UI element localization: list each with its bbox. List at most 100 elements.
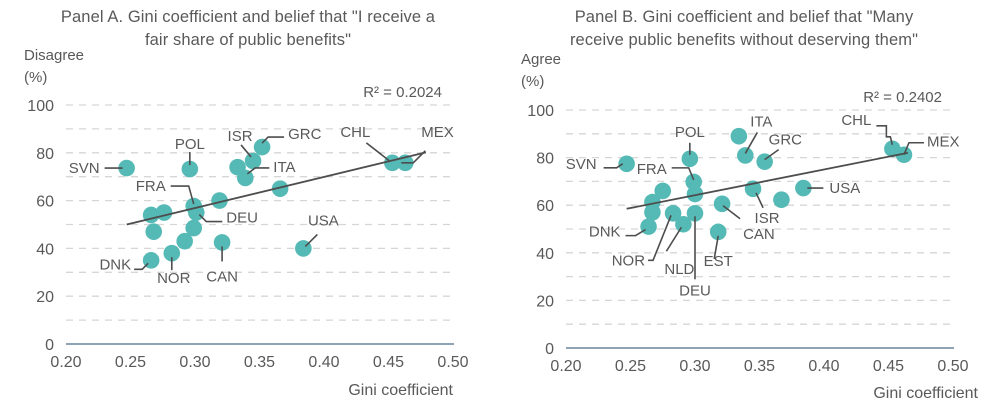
y-tick-label: 60 (536, 198, 554, 215)
trendline (626, 151, 909, 210)
label-nld: NLD (664, 261, 694, 278)
x-tick-label: 0.20 (550, 358, 581, 375)
point (271, 180, 289, 197)
r-squared-label: R² = 0.2402 (863, 89, 942, 106)
leader-line-dnk (625, 228, 646, 237)
label-ita: ITA (750, 113, 772, 130)
x-tick-label: 0.40 (808, 358, 839, 375)
panel-b-title-line-1: Panel B. Gini coefficient and belief tha… (574, 8, 914, 26)
label-fra: FRA (637, 161, 667, 178)
panel-b-plot: 0 20 40 60 80 100 0.20 0.25 0.30 0.35 0.40 0.45 0.50… (527, 89, 978, 402)
leader-line-dnk (134, 262, 149, 271)
label-dnk: DNK (99, 256, 131, 273)
point (730, 127, 748, 145)
y-tick-label: 0 (45, 337, 54, 354)
x-tick-label: 0.30 (679, 358, 710, 375)
x-tick-label: 0.20 (50, 354, 81, 371)
label-svn: SVN (69, 160, 100, 177)
panel-a-plot: 0 20 40 60 80 100 0.20 0.25 0.30 0.35 0.40 0.45 0.50… (27, 84, 468, 399)
point-usa (795, 179, 812, 197)
label-dnk: DNK (589, 224, 621, 241)
leader-line-deu (198, 213, 223, 223)
y-tick-label: 60 (36, 194, 54, 211)
point (686, 185, 704, 203)
x-axis-title: Gini coefficient (348, 382, 453, 399)
y-tick-label: 40 (36, 241, 54, 258)
x-tick-label: 0.35 (744, 358, 775, 375)
point (176, 232, 193, 250)
label-fra: FRA (136, 178, 166, 195)
leader-line-isr (240, 144, 252, 158)
leader-line-fra (170, 185, 195, 205)
x-tick-label: 0.30 (179, 354, 210, 371)
y-tick-label: 40 (536, 246, 554, 263)
data-points (118, 138, 414, 269)
label-mex: MEX (421, 124, 454, 141)
label-svn: SVN (566, 156, 597, 173)
x-tick-label: 0.40 (308, 354, 339, 371)
leader-line-isr (755, 192, 764, 209)
point-fra (685, 173, 703, 191)
y-tick-label: 80 (36, 146, 54, 163)
panel-a: Panel A. Gini coefficient and belief tha… (24, 8, 469, 399)
leader-line-grc (261, 136, 285, 144)
label-nor: NOR (157, 270, 191, 287)
point-labels: SVN POL GRC ISR ITA CHL MEX FRA DEU CAN NOR DNK USA (69, 124, 454, 287)
data-points (618, 127, 913, 241)
label-grc: GRC (769, 132, 803, 149)
panel-b-title-line-2: receive public benefits without deservin… (569, 31, 919, 49)
point-nld (675, 215, 692, 233)
label-deu: DEU (679, 282, 711, 299)
point (185, 219, 203, 237)
leader-line-ita (744, 132, 759, 154)
point-est (709, 223, 727, 241)
label-mex: MEX (927, 134, 960, 151)
point-svn (618, 155, 635, 173)
label-grc: GRC (288, 126, 322, 143)
leader-line-usa (304, 233, 318, 247)
point-pol (681, 150, 699, 168)
point-ita (237, 169, 254, 187)
label-ita: ITA (273, 159, 295, 176)
leader-line-grc (764, 148, 780, 161)
panel-a-y-axis-title: Disagree (%) (24, 45, 84, 89)
leader-line-fra (671, 167, 695, 181)
trendline (126, 151, 427, 226)
panel-a-y-axis-title-line-2: (%) (24, 69, 48, 86)
y-tick-label: 100 (27, 98, 54, 115)
panel-a-y-axis-title-line-1: Disagree (24, 47, 85, 64)
panel-b-title: Panel B. Gini coefficient and belief tha… (509, 6, 979, 52)
gridlines (66, 104, 453, 321)
label-usa: USA (829, 180, 860, 197)
x-tick-label: 0.45 (373, 354, 404, 371)
panel-a-title-line-1: Panel A. Gini coefficient and belief tha… (60, 8, 436, 26)
x-tick-label: 0.50 (937, 358, 968, 375)
x-tick-label: 0.50 (437, 354, 468, 371)
panel-b-y-axis-title-line-1: Agree (521, 51, 562, 68)
point-pol (181, 160, 199, 178)
x-tick-label: 0.35 (244, 354, 275, 371)
leader-line-nld (665, 226, 683, 252)
label-can: CAN (206, 268, 238, 285)
leader-line-nor (648, 214, 672, 262)
leader-line-chl (365, 142, 390, 162)
label-chl: CHL (340, 124, 370, 141)
x-axis-title: Gini coefficient (873, 385, 978, 402)
y-tick-label: 0 (545, 341, 554, 358)
point (654, 182, 672, 200)
point (211, 192, 228, 209)
label-est: EST (704, 253, 733, 270)
point-labels: ITA GRC CHL MEX POL SVN FRA DNK NOR NLD DEU CAN EST I… (566, 112, 960, 299)
r-squared-label: R² = 0.2024 (363, 84, 442, 101)
x-tick-label: 0.25 (615, 358, 646, 375)
leader-line-mex (903, 141, 924, 156)
label-nor: NOR (612, 252, 646, 269)
leader-line-can (722, 205, 741, 220)
label-pol: POL (675, 124, 705, 141)
label-isr: ISR (228, 128, 253, 145)
point-isr (244, 152, 262, 170)
label-can: CAN (743, 226, 775, 243)
label-pol: POL (175, 136, 205, 153)
point (145, 223, 163, 240)
point-svn (118, 159, 135, 177)
